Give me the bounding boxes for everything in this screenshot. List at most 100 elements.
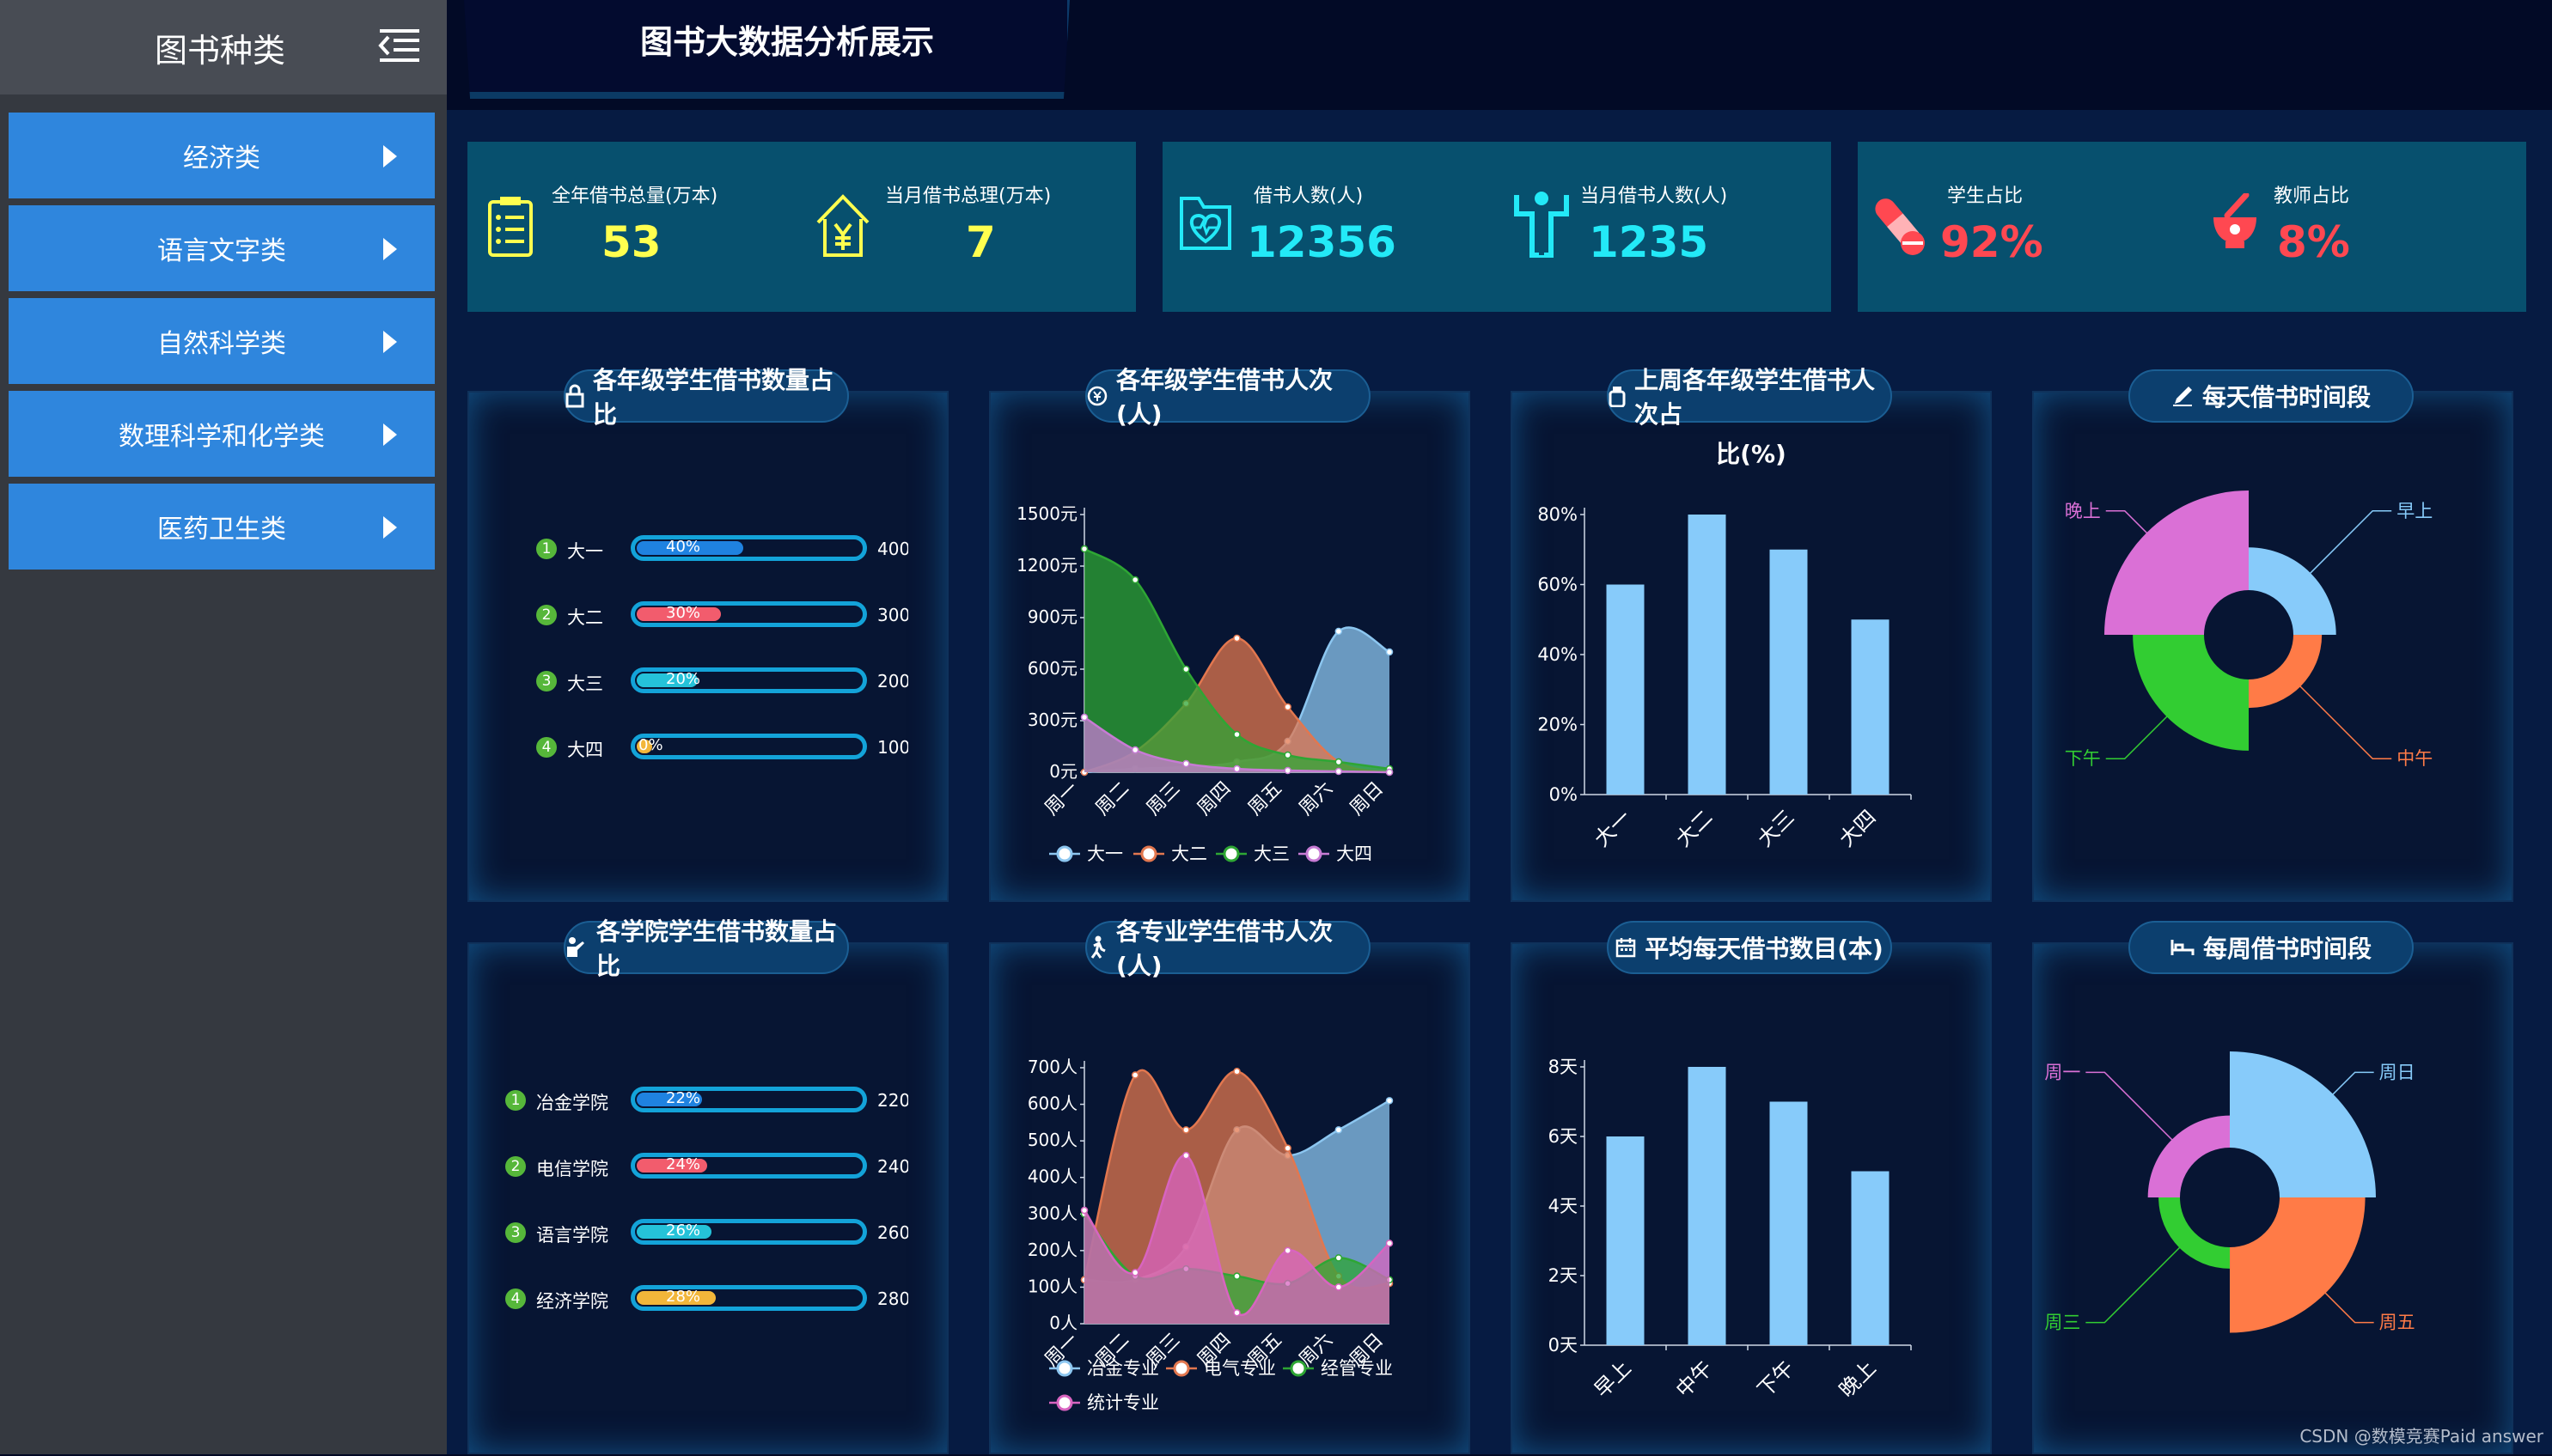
y-tick-label: 100人 xyxy=(1028,1276,1078,1296)
data-point xyxy=(1234,1273,1240,1279)
pill-icon xyxy=(1873,192,1926,257)
kpi-value: 1235 xyxy=(1589,217,1708,267)
data-point xyxy=(1387,1240,1393,1246)
data-point xyxy=(1335,1127,1341,1133)
rank-badge: 4 xyxy=(505,1288,526,1309)
kpi-label: 教师占比 xyxy=(2274,180,2349,208)
menu-collapse-icon[interactable] xyxy=(378,24,421,67)
rank-badge: 2 xyxy=(536,605,557,625)
data-point xyxy=(1234,732,1240,738)
panel-title: 各专业学生借书人次(人) xyxy=(1085,921,1371,974)
progress-track: 24% xyxy=(631,1153,867,1179)
x-tick-label: 周六 xyxy=(1295,778,1337,820)
x-tick-label: 大三 xyxy=(1753,805,1799,851)
data-point xyxy=(1183,1127,1189,1133)
kpi-label: 全年借书总量(万本) xyxy=(552,180,717,208)
y-tick-label: 40% xyxy=(1537,644,1578,665)
leader-line xyxy=(2305,511,2391,578)
data-point xyxy=(1285,1247,1291,1253)
calendar-icon xyxy=(1615,937,1636,958)
panel-title-text: 各年级学生借书人次(人) xyxy=(1116,362,1369,430)
x-tick-label: 大一 xyxy=(1590,805,1636,851)
data-point xyxy=(1133,1072,1139,1078)
panel-title: 各年级学生借书数量占比 xyxy=(564,369,849,423)
progress-row: 4 经济学院 28% 2800 xyxy=(505,1282,909,1316)
rank-badge: 1 xyxy=(536,539,557,559)
document-list-icon xyxy=(486,195,534,259)
kpi-value: 8% xyxy=(2277,217,2350,267)
data-point xyxy=(1133,577,1139,583)
legend-label: 经管专业 xyxy=(1321,1358,1393,1379)
x-tick-label: 周三 xyxy=(1143,778,1185,820)
y-tick-label: 0天 xyxy=(1548,1335,1578,1355)
leader-line xyxy=(2085,1072,2177,1144)
bar xyxy=(1607,1136,1645,1345)
y-tick-label: 1200元 xyxy=(1017,555,1078,576)
data-point xyxy=(1335,759,1341,765)
legend-marker xyxy=(1058,1362,1071,1375)
category-label: 自然科学类 xyxy=(157,322,286,360)
category-math-chemistry[interactable]: 数理科学和化学类 xyxy=(9,391,435,477)
y-tick-label: 600元 xyxy=(1028,658,1078,679)
row-value: 2400 xyxy=(877,1156,908,1177)
kpi-value: 7 xyxy=(966,217,996,267)
y-tick-label: 200人 xyxy=(1028,1240,1078,1260)
data-point xyxy=(1234,766,1240,772)
y-tick-label: 500人 xyxy=(1028,1130,1078,1150)
coin-icon xyxy=(1087,386,1108,406)
legend-label: 电气专业 xyxy=(1204,1358,1276,1379)
category-label: 语言文字类 xyxy=(157,229,286,267)
progress-percent: 22% xyxy=(666,1089,700,1107)
y-tick-label: 8天 xyxy=(1548,1057,1578,1077)
y-tick-label: 6天 xyxy=(1548,1126,1578,1147)
progress-track: 20% xyxy=(631,667,867,693)
progress-row: 2 电信学院 24% 2400 xyxy=(505,1149,909,1184)
caret-right-icon xyxy=(383,145,397,168)
panel-title-text: 各学院学生借书数量占比 xyxy=(596,913,847,982)
slice-label: 中午 xyxy=(2396,748,2433,769)
caret-right-icon xyxy=(383,331,397,353)
panel-title: 平均每天借书数目(本) xyxy=(1607,921,1892,974)
category-language[interactable]: 语言文字类 xyxy=(9,205,435,291)
y-tick-label: 4天 xyxy=(1548,1196,1578,1216)
kpi-label: 当月借书人数(人) xyxy=(1580,180,1727,208)
category-medicine[interactable]: 医药卫生类 xyxy=(9,484,435,570)
x-tick-label: 周四 xyxy=(1194,778,1236,820)
panel-daily-time: 早上中午下午晚上 xyxy=(2032,391,2513,902)
caret-right-icon xyxy=(383,423,397,446)
bar xyxy=(1607,585,1645,795)
leader-line xyxy=(2106,710,2174,759)
data-point xyxy=(1082,1208,1088,1214)
data-point xyxy=(1183,667,1189,673)
slice-label: 晚上 xyxy=(2065,501,2101,521)
kpi-card-readers: 借书人数(人) 12356 当月借书人数(人) 1235 xyxy=(1163,142,1831,312)
category-natural-science[interactable]: 自然科学类 xyxy=(9,298,435,384)
data-point xyxy=(1133,1270,1139,1276)
legend-label: 大三 xyxy=(1254,844,1290,864)
data-point xyxy=(1234,636,1240,642)
panel-title: 各学院学生借书数量占比 xyxy=(564,921,849,974)
progress-percent: 0% xyxy=(638,736,663,754)
category-economics[interactable]: 经济类 xyxy=(9,113,435,198)
legend-label: 冶金专业 xyxy=(1087,1358,1159,1379)
y-tick-label: 80% xyxy=(1537,504,1578,525)
x-tick-label: 周日 xyxy=(1346,778,1388,820)
progress-row: 4 大四 0% 1000 xyxy=(536,730,940,765)
row-label: 电信学院 xyxy=(536,1155,608,1181)
data-point xyxy=(1335,629,1341,635)
data-point xyxy=(1285,1145,1291,1151)
panel-weekly-time: 周日周五周三周一 xyxy=(2032,942,2513,1454)
panel-title-text: 每天借书时间段 xyxy=(2202,379,2371,413)
y-tick-label: 600人 xyxy=(1028,1094,1078,1114)
data-point xyxy=(1335,1255,1341,1261)
data-point xyxy=(1183,761,1189,767)
data-point xyxy=(1335,1284,1341,1290)
data-point xyxy=(1082,546,1088,552)
y-tick-label: 0% xyxy=(1549,784,1578,805)
panel-title-text: 各专业学生借书人次(人) xyxy=(1116,913,1369,982)
progress-track: 26% xyxy=(631,1219,867,1245)
panel-grade-volume: 1 大一 40% 40002 大二 30% 30003 大三 20% 20004… xyxy=(467,391,949,902)
x-tick-label: 中午 xyxy=(1671,1355,1718,1402)
